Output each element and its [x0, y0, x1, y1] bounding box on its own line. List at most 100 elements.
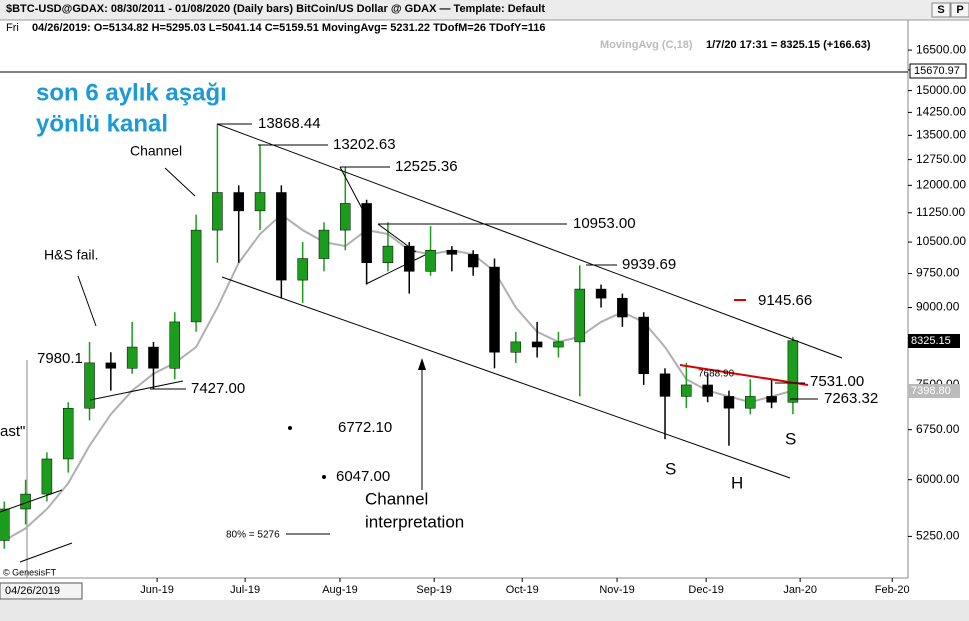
candle-body	[723, 396, 735, 409]
y-tick-label: 12750.00	[916, 152, 966, 166]
arrow-head	[418, 358, 426, 370]
y-tick-label: 10500.00	[916, 234, 966, 248]
candle-body	[531, 341, 543, 348]
price-label: 9939.69	[622, 256, 676, 273]
candle-body	[276, 192, 287, 281]
trend-line	[0, 489, 63, 513]
candle-body	[574, 288, 586, 343]
indicator-label: MovingAvg (C,18)	[600, 39, 693, 51]
price-label: 12525.36	[395, 158, 458, 175]
candle-body	[148, 346, 159, 369]
y-tick-label: 9000.00	[916, 300, 960, 314]
candle-body	[297, 258, 308, 281]
candle-body	[105, 362, 117, 369]
candle-body	[0, 508, 10, 541]
price-label: 7427.00	[191, 380, 245, 397]
price-label: 7980.1	[37, 350, 83, 367]
annotation-title: son 6 aylık aşağı	[36, 79, 227, 106]
header-title: $BTC-USD@GDAX: 08/30/2011 - 01/08/2020 (…	[6, 3, 545, 15]
candle-body	[41, 458, 53, 495]
x-tick-label: Nov-19	[599, 584, 634, 596]
price-label: 13202.63	[333, 136, 396, 153]
price-label: 7531.00	[810, 373, 864, 390]
arrow	[77, 275, 97, 327]
price-label: 9145.66	[758, 292, 812, 309]
candle-body	[361, 203, 372, 264]
price-label: 7688.90	[698, 369, 735, 380]
arrow	[164, 167, 196, 197]
candle-body	[382, 245, 394, 264]
y-tick-label: 13500.00	[916, 128, 966, 142]
last-quote: 1/7/20 17:31 = 8325.15 (+166.63)	[706, 39, 871, 51]
button[interactable]	[931, 2, 951, 18]
ohlc-readout: 04/26/2019: O=5134.82 H=5295.03 L=5041.1…	[32, 22, 546, 34]
price-tag	[908, 384, 960, 398]
candle-body	[254, 192, 266, 212]
point	[288, 426, 292, 430]
price-tag-text: 8325.15	[911, 335, 951, 347]
annotation: Channel	[365, 489, 428, 508]
price-label: 13868.44	[258, 115, 321, 132]
x-tick-label: Dec-19	[688, 584, 723, 596]
trend-line	[339, 166, 367, 217]
y-tick-label: 9750.00	[916, 266, 960, 280]
candle-body	[659, 373, 671, 397]
candle-body	[766, 396, 777, 403]
price-tag	[909, 63, 967, 79]
header-bar	[0, 0, 969, 20]
candle-body	[489, 266, 500, 353]
y-tick-label: 14250.00	[916, 105, 966, 119]
date-box-text: 04/26/2019	[5, 585, 60, 597]
scrollbar[interactable]	[0, 600, 969, 621]
x-tick-label: Sep-19	[416, 584, 451, 596]
annotation-title: yönlü kanal	[36, 110, 168, 137]
button-label[interactable]: P	[956, 4, 963, 16]
channel-line	[221, 276, 791, 479]
moving-average	[3, 213, 794, 542]
price-label: 80% = 5276	[226, 530, 280, 541]
y-tick-label: 16500.00	[916, 42, 966, 56]
trend-line	[365, 254, 426, 285]
candle-body	[318, 229, 330, 259]
y-tick-label: 5250.00	[916, 529, 960, 543]
point	[322, 475, 326, 479]
candle-body	[745, 396, 756, 409]
trend-line	[377, 223, 417, 253]
candle-body	[62, 407, 74, 460]
candle-body	[425, 249, 436, 272]
price-tag-text: 7398.80	[911, 385, 951, 397]
candle-body	[340, 203, 351, 231]
x-tick-label: Feb-20	[875, 584, 910, 596]
price-label: 6047.00	[336, 468, 390, 485]
neckline	[679, 364, 809, 386]
candle-body	[467, 254, 479, 268]
button-label[interactable]: S	[937, 4, 944, 16]
trend-line	[89, 380, 184, 401]
candle-body	[403, 245, 415, 272]
date-box	[0, 582, 83, 600]
candle-body	[233, 192, 244, 212]
annotation: H&S fail.	[44, 247, 98, 263]
annotation: Channel	[130, 143, 182, 159]
candle-body	[595, 288, 607, 299]
candle-body	[553, 341, 564, 348]
candle-body	[126, 346, 138, 369]
price-tag-text: 15670.97	[914, 65, 960, 77]
candle-body	[617, 297, 628, 318]
annotation: S	[665, 459, 676, 478]
price-label: 10953.00	[573, 215, 636, 232]
button[interactable]	[950, 2, 969, 18]
candle-body	[212, 192, 223, 231]
candle-body	[84, 362, 95, 409]
annotation: ast"	[0, 423, 25, 440]
day: Fri	[6, 22, 19, 34]
y-tick-label: 11250.00	[916, 205, 965, 219]
candle-body	[169, 321, 181, 369]
x-tick-label: Jan-20	[783, 584, 817, 596]
annotation: interpretation	[365, 512, 464, 531]
y-tick-label: 6000.00	[916, 472, 960, 486]
candle-body	[190, 229, 202, 323]
annotation: S	[785, 429, 796, 448]
